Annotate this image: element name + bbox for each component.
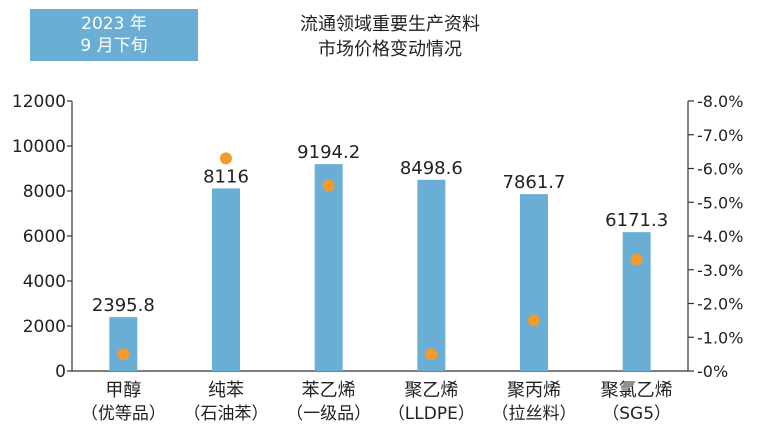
x-tick-label: 苯乙烯 bbox=[302, 380, 356, 401]
change-dot bbox=[322, 179, 335, 192]
x-tick-label: 聚乙烯 bbox=[404, 380, 458, 401]
y-tick-label: 6000 bbox=[23, 227, 66, 247]
y2-tick-label: -8.0% bbox=[697, 92, 743, 111]
chart-title-line1: 流通领域重要生产资料 bbox=[300, 14, 480, 35]
change-dot bbox=[630, 253, 643, 266]
bar bbox=[417, 179, 446, 371]
x-tick-sublabel: （LLDPE） bbox=[388, 404, 475, 424]
bar-value-label: 8116 bbox=[203, 166, 249, 187]
y2-tick-label: -2.0% bbox=[697, 295, 743, 314]
bar-value-label: 2395.8 bbox=[92, 295, 155, 316]
date-badge-year: 2023 年 bbox=[81, 14, 147, 34]
y-tick-label: 2000 bbox=[23, 317, 66, 337]
y-tick-label: 0 bbox=[55, 362, 66, 382]
x-tick-sublabel: （一级品） bbox=[286, 404, 371, 424]
x-tick-sublabel: （SG5） bbox=[602, 404, 671, 424]
bar bbox=[212, 188, 240, 371]
bar bbox=[520, 194, 548, 371]
change-dot bbox=[220, 152, 232, 165]
bar-value-label: 6171.3 bbox=[605, 210, 668, 231]
x-tick-sublabel: （拉丝料） bbox=[492, 404, 577, 424]
x-tick-sublabel: （优等品） bbox=[81, 404, 166, 424]
chart-title: 流通领域重要生产资料 市场价格变动情况 bbox=[240, 12, 540, 62]
x-tick-label: 聚氯乙烯 bbox=[601, 380, 673, 401]
chart-title-line2: 市场价格变动情况 bbox=[318, 39, 462, 60]
y2-tick-label: -5.0% bbox=[697, 193, 743, 212]
y-tick-label: 10000 bbox=[12, 137, 66, 157]
y2-tick-label: -7.0% bbox=[697, 126, 743, 145]
x-tick-sublabel: （石油苯） bbox=[184, 404, 269, 424]
y2-tick-label: -6.0% bbox=[697, 160, 743, 179]
bar bbox=[109, 317, 138, 371]
y2-tick-label: -4.0% bbox=[697, 227, 743, 246]
y2-tick-label: -3.0% bbox=[697, 261, 743, 280]
date-badge-period: 9 月下旬 bbox=[80, 36, 148, 56]
y-tick-label: 8000 bbox=[23, 182, 66, 202]
bar-value-label: 8498.6 bbox=[400, 158, 463, 179]
change-dot bbox=[117, 348, 130, 361]
bar bbox=[314, 164, 343, 371]
y-tick-label: 4000 bbox=[23, 272, 66, 292]
y2-tick-label: -0% bbox=[697, 362, 728, 381]
change-dot bbox=[528, 314, 540, 327]
x-tick-label: 甲醇 bbox=[105, 380, 141, 401]
bar-value-label: 9194.2 bbox=[297, 142, 360, 163]
change-dot bbox=[425, 348, 438, 361]
y2-tick-label: -1.0% bbox=[697, 328, 743, 347]
x-tick-label: 纯苯 bbox=[208, 380, 244, 401]
bar-value-label: 7861.7 bbox=[503, 172, 566, 193]
bar bbox=[622, 232, 651, 371]
date-badge: 2023 年 9 月下旬 bbox=[30, 9, 198, 61]
x-tick-label: 聚丙烯 bbox=[507, 380, 561, 401]
y-tick-label: 12000 bbox=[12, 92, 66, 112]
